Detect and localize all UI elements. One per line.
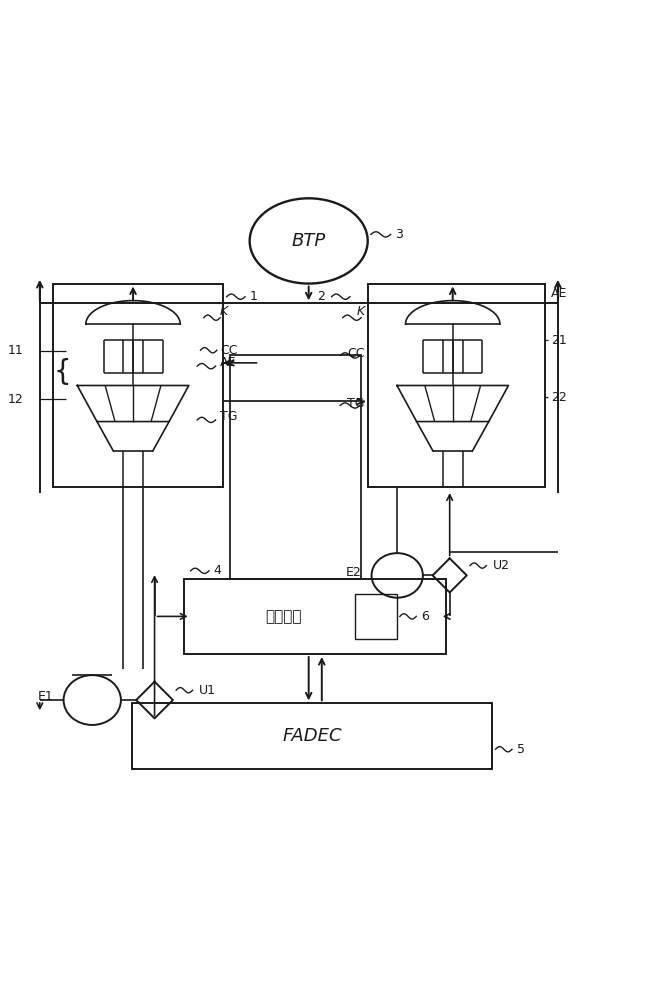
Text: 6: 6 (421, 610, 429, 623)
Bar (368, 284, 545, 487)
Text: 3: 3 (396, 228, 403, 241)
Text: CC: CC (220, 344, 237, 357)
Text: AE: AE (220, 356, 237, 369)
Bar (184, 579, 446, 654)
Bar (230, 355, 361, 579)
Text: K: K (220, 305, 228, 318)
Text: 1: 1 (249, 290, 257, 303)
Text: 12: 12 (7, 393, 23, 406)
Bar (131, 703, 492, 769)
Text: 5: 5 (517, 743, 525, 756)
Text: E1: E1 (37, 690, 53, 703)
Text: {: { (54, 358, 71, 386)
Text: BTP: BTP (291, 232, 325, 250)
Text: TG: TG (347, 397, 364, 410)
Text: CC: CC (347, 347, 364, 360)
Text: 4: 4 (213, 564, 221, 577)
Text: U2: U2 (493, 559, 510, 572)
Text: 11: 11 (7, 344, 23, 357)
Text: E2: E2 (346, 566, 362, 579)
Text: FADEC: FADEC (282, 727, 342, 745)
Text: 控制系统: 控制系统 (265, 609, 302, 624)
Text: K: K (356, 305, 364, 318)
Bar (53, 284, 223, 487)
Text: 21: 21 (552, 334, 567, 347)
Text: TG: TG (220, 410, 237, 423)
Bar (355, 594, 397, 639)
Text: U1: U1 (199, 684, 216, 697)
Text: 22: 22 (552, 391, 567, 404)
Text: AE: AE (552, 287, 568, 300)
Text: 2: 2 (317, 290, 325, 303)
